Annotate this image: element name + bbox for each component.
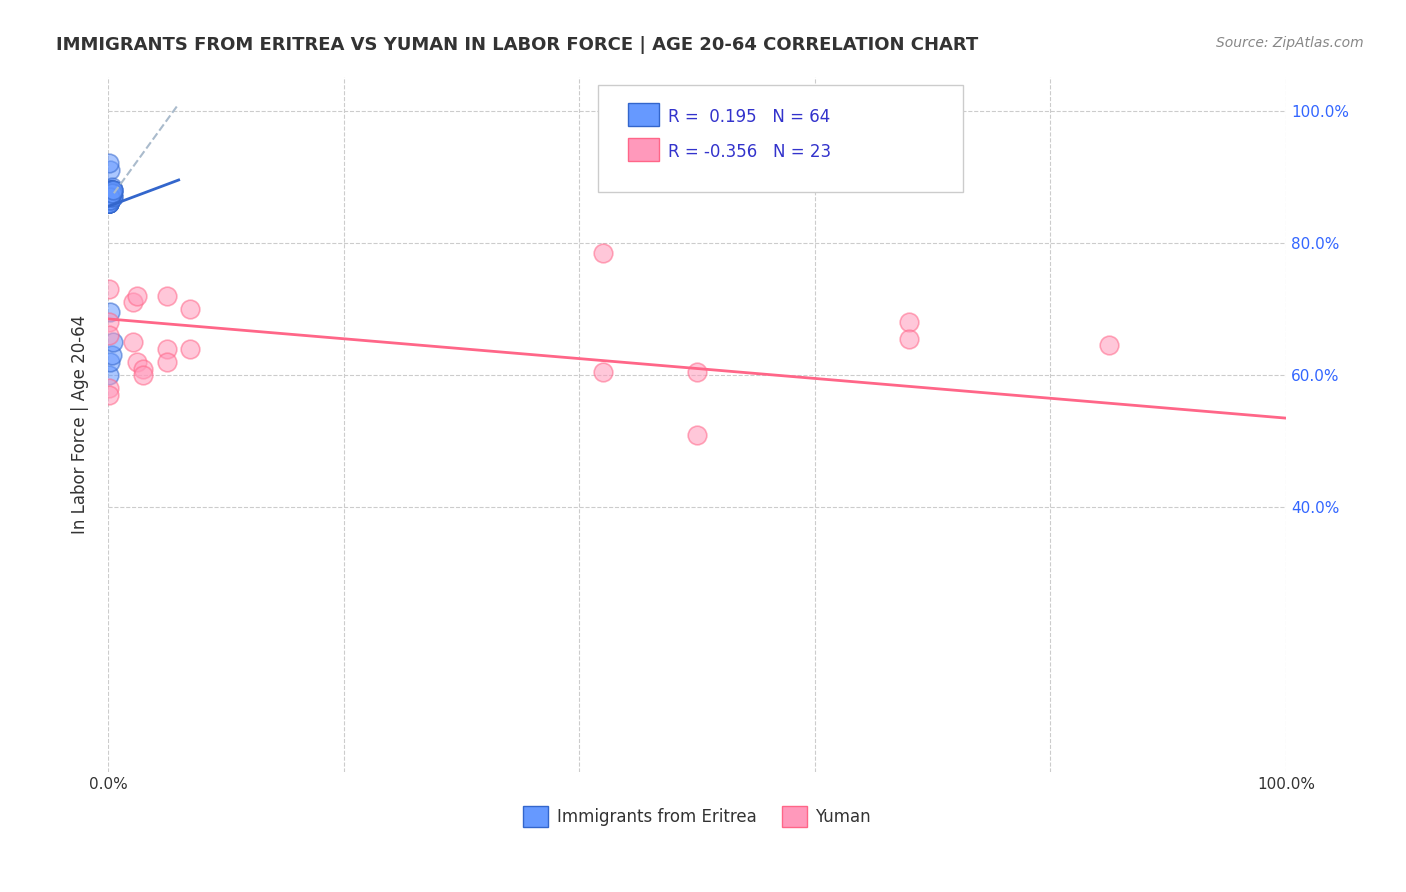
Point [100,183,122,197]
Point [156,289,179,303]
Point [98,189,121,203]
Point [101,334,124,349]
Point [127,289,149,303]
Point [98,189,121,203]
Point [98,305,121,319]
Point [100,186,122,201]
Point [100,186,122,201]
Point [179,342,201,356]
Point [100,189,122,203]
Point [686,365,709,379]
Point [98,193,121,207]
Text: Source: ZipAtlas.com: Source: ZipAtlas.com [1216,36,1364,50]
Point [121,334,143,349]
Point [98,381,121,395]
Point [121,295,143,310]
Point [98,189,121,203]
Point [898,315,921,329]
Point [98,196,121,211]
Point [98,189,121,203]
Point [98,156,121,170]
Point [98,186,121,201]
Point [98,315,121,329]
Point [132,361,155,376]
Point [98,196,121,211]
Point [101,189,124,203]
Point [98,189,121,203]
Point [100,348,122,362]
Point [100,186,122,201]
Point [98,189,121,203]
Point [98,368,121,383]
Point [98,189,121,203]
Point [98,183,121,197]
Point [98,183,121,197]
Point [98,193,121,207]
Point [98,196,121,211]
Point [98,355,121,369]
Point [101,183,124,197]
Y-axis label: In Labor Force | Age 20-64: In Labor Force | Age 20-64 [72,315,89,534]
Point [100,186,122,201]
Point [98,196,121,211]
Point [686,427,709,442]
Point [98,189,121,203]
Point [98,196,121,211]
Point [98,196,121,211]
Point [156,342,179,356]
Text: R = -0.356   N = 23: R = -0.356 N = 23 [668,143,831,161]
Point [98,163,121,178]
Text: R =  0.195   N = 64: R = 0.195 N = 64 [668,108,830,126]
Point [100,189,122,203]
Point [98,196,121,211]
Point [98,193,121,207]
Point [100,186,122,201]
Point [127,355,149,369]
Point [98,196,121,211]
Point [98,183,121,197]
Point [98,189,121,203]
Point [98,189,121,203]
Point [100,186,122,201]
Point [98,186,121,201]
Point [98,193,121,207]
Point [898,332,921,346]
Point [156,355,179,369]
Point [98,328,121,343]
Point [98,189,121,203]
Point [1098,338,1121,352]
Point [98,189,121,203]
Point [100,183,122,197]
Point [101,186,124,201]
Point [100,179,122,194]
Point [592,245,614,260]
Point [132,368,155,383]
Legend: Immigrants from Eritrea, Yuman: Immigrants from Eritrea, Yuman [517,799,877,833]
Point [179,301,201,316]
Point [101,183,124,197]
Point [592,365,614,379]
Point [98,196,121,211]
Point [100,186,122,201]
Point [100,183,122,197]
Point [98,282,121,296]
Point [101,189,124,203]
Point [98,196,121,211]
Point [98,193,121,207]
Point [101,183,124,197]
Point [98,388,121,402]
Point [98,189,121,203]
Point [98,189,121,203]
Point [100,189,122,203]
Point [98,196,121,211]
Text: IMMIGRANTS FROM ERITREA VS YUMAN IN LABOR FORCE | AGE 20-64 CORRELATION CHART: IMMIGRANTS FROM ERITREA VS YUMAN IN LABO… [56,36,979,54]
Point [100,189,122,203]
Point [98,193,121,207]
